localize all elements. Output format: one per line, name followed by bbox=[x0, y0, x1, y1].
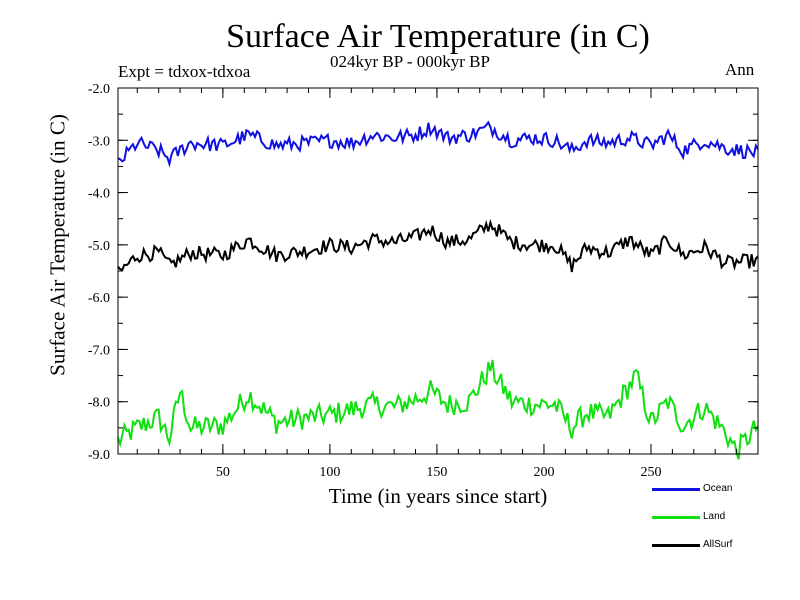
legend-item-ocean: Ocean bbox=[652, 482, 792, 498]
legend-swatch-ocean bbox=[652, 488, 700, 491]
y-tick-label: -9.0 bbox=[88, 448, 110, 463]
series-line-allsurf bbox=[117, 218, 759, 273]
series-layer bbox=[117, 120, 759, 460]
series-line-land bbox=[117, 359, 759, 460]
legend-label-ocean: Ocean bbox=[703, 483, 733, 494]
y-tick-label: -3.0 bbox=[88, 134, 110, 149]
x-axis-label: Time (in years since start) bbox=[328, 484, 548, 508]
chart-title: Surface Air Temperature (in C) bbox=[226, 18, 650, 55]
legend-item-land: Land bbox=[652, 510, 792, 526]
legend-swatch-land bbox=[652, 516, 700, 519]
legend-swatch-allsurf bbox=[652, 544, 700, 547]
y-tick-label: -5.0 bbox=[88, 239, 110, 254]
y-tick-label: -8.0 bbox=[88, 396, 110, 411]
y-tick-label: -6.0 bbox=[88, 291, 110, 306]
legend-item-allsurf: AllSurf bbox=[652, 538, 792, 554]
x-tick-label: 100 bbox=[319, 465, 340, 480]
legend-label-allsurf: AllSurf bbox=[703, 539, 733, 550]
y-tick-label: -4.0 bbox=[88, 187, 110, 202]
chart-subtitle-expt: Expt = tdxox-tdxoa bbox=[118, 62, 251, 81]
y-tick-label: -7.0 bbox=[88, 343, 110, 358]
x-tick-label: 50 bbox=[216, 465, 230, 480]
y-axis-label: Surface Air Temperature (in C) bbox=[45, 114, 70, 376]
axis-layer: -2.0 -3.0 -4.0 -5.0 -6.0 -7.0 -8.0 -9.0 50 100 150… bbox=[88, 82, 758, 480]
chart-subtitle-season: Ann bbox=[725, 60, 755, 79]
x-tick-label: 250 bbox=[640, 465, 661, 480]
chart-subtitle-period: 024kyr BP - 000kyr BP bbox=[330, 52, 490, 71]
series-line-ocean bbox=[117, 120, 759, 168]
x-tick-label: 200 bbox=[533, 465, 554, 480]
x-tick-label: 150 bbox=[426, 465, 447, 480]
y-tick-label: -2.0 bbox=[88, 82, 110, 97]
legend-label-land: Land bbox=[703, 511, 726, 522]
